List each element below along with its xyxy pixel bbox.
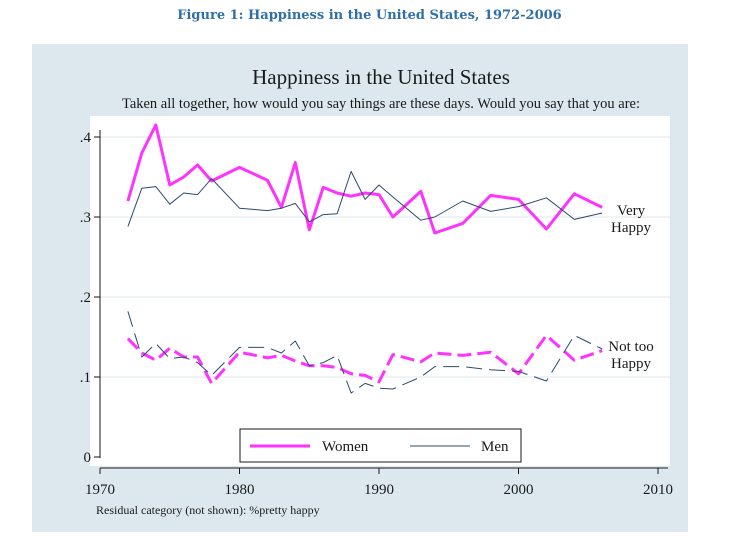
x-tick-label-1: 1980: [225, 482, 255, 498]
x-tick-label-3: 2000: [504, 482, 534, 498]
gridlines: [100, 136, 670, 378]
axes: 0 .1 .2 .3 .4 1970 1980 1990 2000 2010: [80, 130, 673, 498]
series-men-very-happy: [127, 170, 603, 227]
series-men-not-too-happy: [127, 311, 603, 394]
x-tick-label-2: 1990: [364, 482, 394, 498]
legend-men-label: Men: [481, 439, 509, 455]
y-tick-label-4: .4: [80, 130, 92, 146]
x-tick-label-4: 2010: [643, 482, 673, 498]
very-happy-label-line2: Happy: [611, 220, 651, 236]
chart-footnote: Residual category (not shown): %pretty h…: [96, 503, 320, 517]
y-tick-label-3: .3: [80, 210, 91, 226]
y-tick-label-1: .1: [80, 370, 91, 386]
not-too-happy-label-line2: Happy: [611, 356, 651, 372]
x-tick-label-0: 1970: [85, 482, 115, 498]
chart-title: Happiness in the United States: [252, 65, 510, 89]
figure-caption: Figure 1: Happiness in the United States…: [177, 8, 562, 23]
chart-subtitle: Taken all together, how would you say th…: [122, 96, 640, 112]
series-lines: [126, 123, 603, 394]
plot-area: [90, 116, 670, 466]
series-women-not-too-happy: [126, 333, 603, 385]
y-tick-label-2: .2: [80, 290, 91, 306]
legend-women-label: Women: [322, 439, 369, 455]
legend: Women Men: [239, 428, 522, 463]
not-too-happy-label-line1: Not too: [608, 339, 653, 355]
series-women-very-happy: [126, 123, 603, 235]
very-happy-label-line1: Very: [617, 203, 646, 219]
y-tick-label-0: 0: [84, 450, 92, 466]
